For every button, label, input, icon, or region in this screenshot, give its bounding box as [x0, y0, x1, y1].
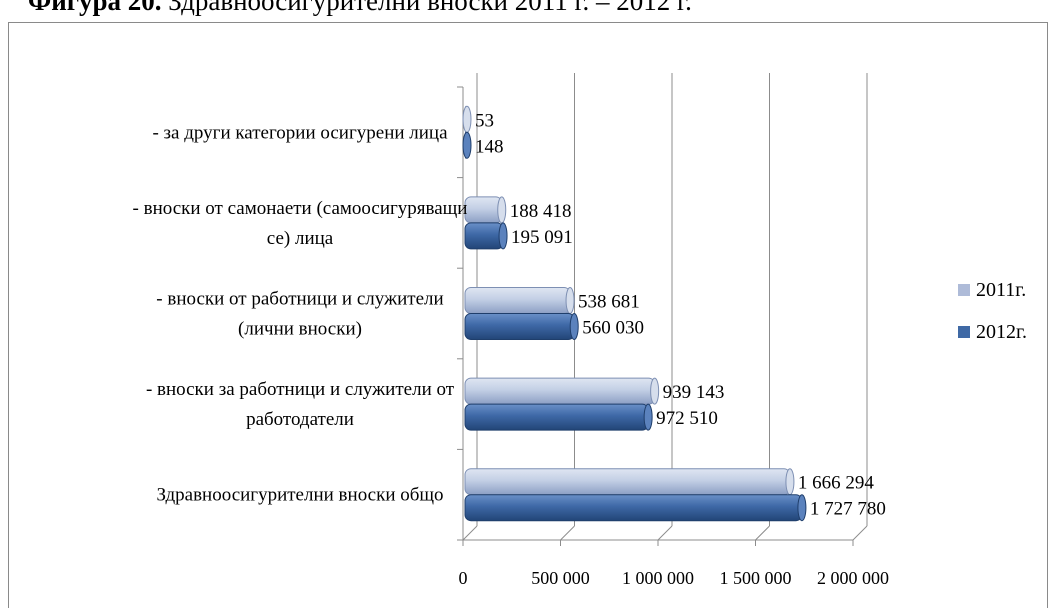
data-label: 1 666 294: [798, 473, 875, 494]
bar-2012: [464, 403, 649, 431]
chart-frame: [8, 22, 1048, 608]
bar-2012: [464, 494, 803, 522]
category-label: - вноски от самонаети (самоосигуряващи: [133, 198, 468, 219]
category-label: Здравноосигурителни вноски общо: [156, 485, 443, 506]
data-label: 148: [475, 136, 504, 157]
x-tick-label: 0: [459, 568, 468, 588]
data-label: 53: [475, 110, 494, 131]
legend-label: 2012г.: [976, 321, 1027, 343]
gridline-floor: [852, 525, 868, 541]
bar-end-cap: [569, 313, 579, 340]
legend-label: 2011г.: [976, 279, 1026, 301]
gridline-floor: [657, 525, 673, 541]
bar-end-cap: [650, 377, 660, 405]
category-label: работодатели: [246, 409, 354, 430]
bar-2011: [464, 468, 791, 496]
bar-end-cap: [498, 222, 508, 250]
x-tick-label: 1 000 000: [622, 568, 694, 588]
bar-2012: [464, 313, 575, 340]
x-tick-label: 1 500 000: [720, 568, 792, 588]
figure-number: Фигура 20.: [28, 0, 162, 16]
bar-2011: [464, 196, 503, 224]
category-label: - вноски за работници и служители от: [146, 379, 455, 400]
x-tick-label: 2 000 000: [817, 568, 889, 588]
bar-end-cap: [462, 131, 472, 159]
data-label: 972 510: [656, 408, 718, 429]
data-label: 538 681: [578, 292, 640, 313]
gridline-floor: [462, 525, 478, 541]
gridline-floor: [560, 525, 575, 541]
bar-end-cap: [462, 105, 472, 133]
legend-swatch: [958, 326, 970, 338]
bar-end-cap: [785, 468, 795, 496]
data-label: 939 143: [663, 382, 725, 403]
data-label: 188 418: [510, 201, 572, 222]
legend-swatch: [958, 284, 970, 296]
category-label: - вноски от работници и служители: [156, 289, 443, 310]
data-label: 195 091: [511, 227, 573, 248]
bar-end-cap: [643, 403, 653, 431]
data-label: 1 727 780: [810, 499, 886, 520]
category-label: - за други категории осигурени лица: [152, 122, 448, 143]
data-label: 560 030: [582, 318, 644, 339]
bar-2011: [464, 377, 656, 405]
category-label: се) лица: [267, 228, 334, 249]
figure-caption: Фигура 20. Здравноосигурителни вноски 20…: [28, 0, 692, 17]
gridline-floor: [755, 525, 770, 541]
bar-end-cap: [565, 287, 575, 314]
bar-end-cap: [497, 196, 507, 224]
bar-2011: [464, 287, 571, 314]
bar-end-cap: [797, 494, 807, 522]
figure-title: Здравноосигурителни вноски 2011 г. – 201…: [168, 0, 692, 16]
bar-2012: [464, 222, 504, 250]
category-label: (лични вноски): [238, 319, 362, 340]
x-tick-label: 500 000: [531, 568, 590, 588]
